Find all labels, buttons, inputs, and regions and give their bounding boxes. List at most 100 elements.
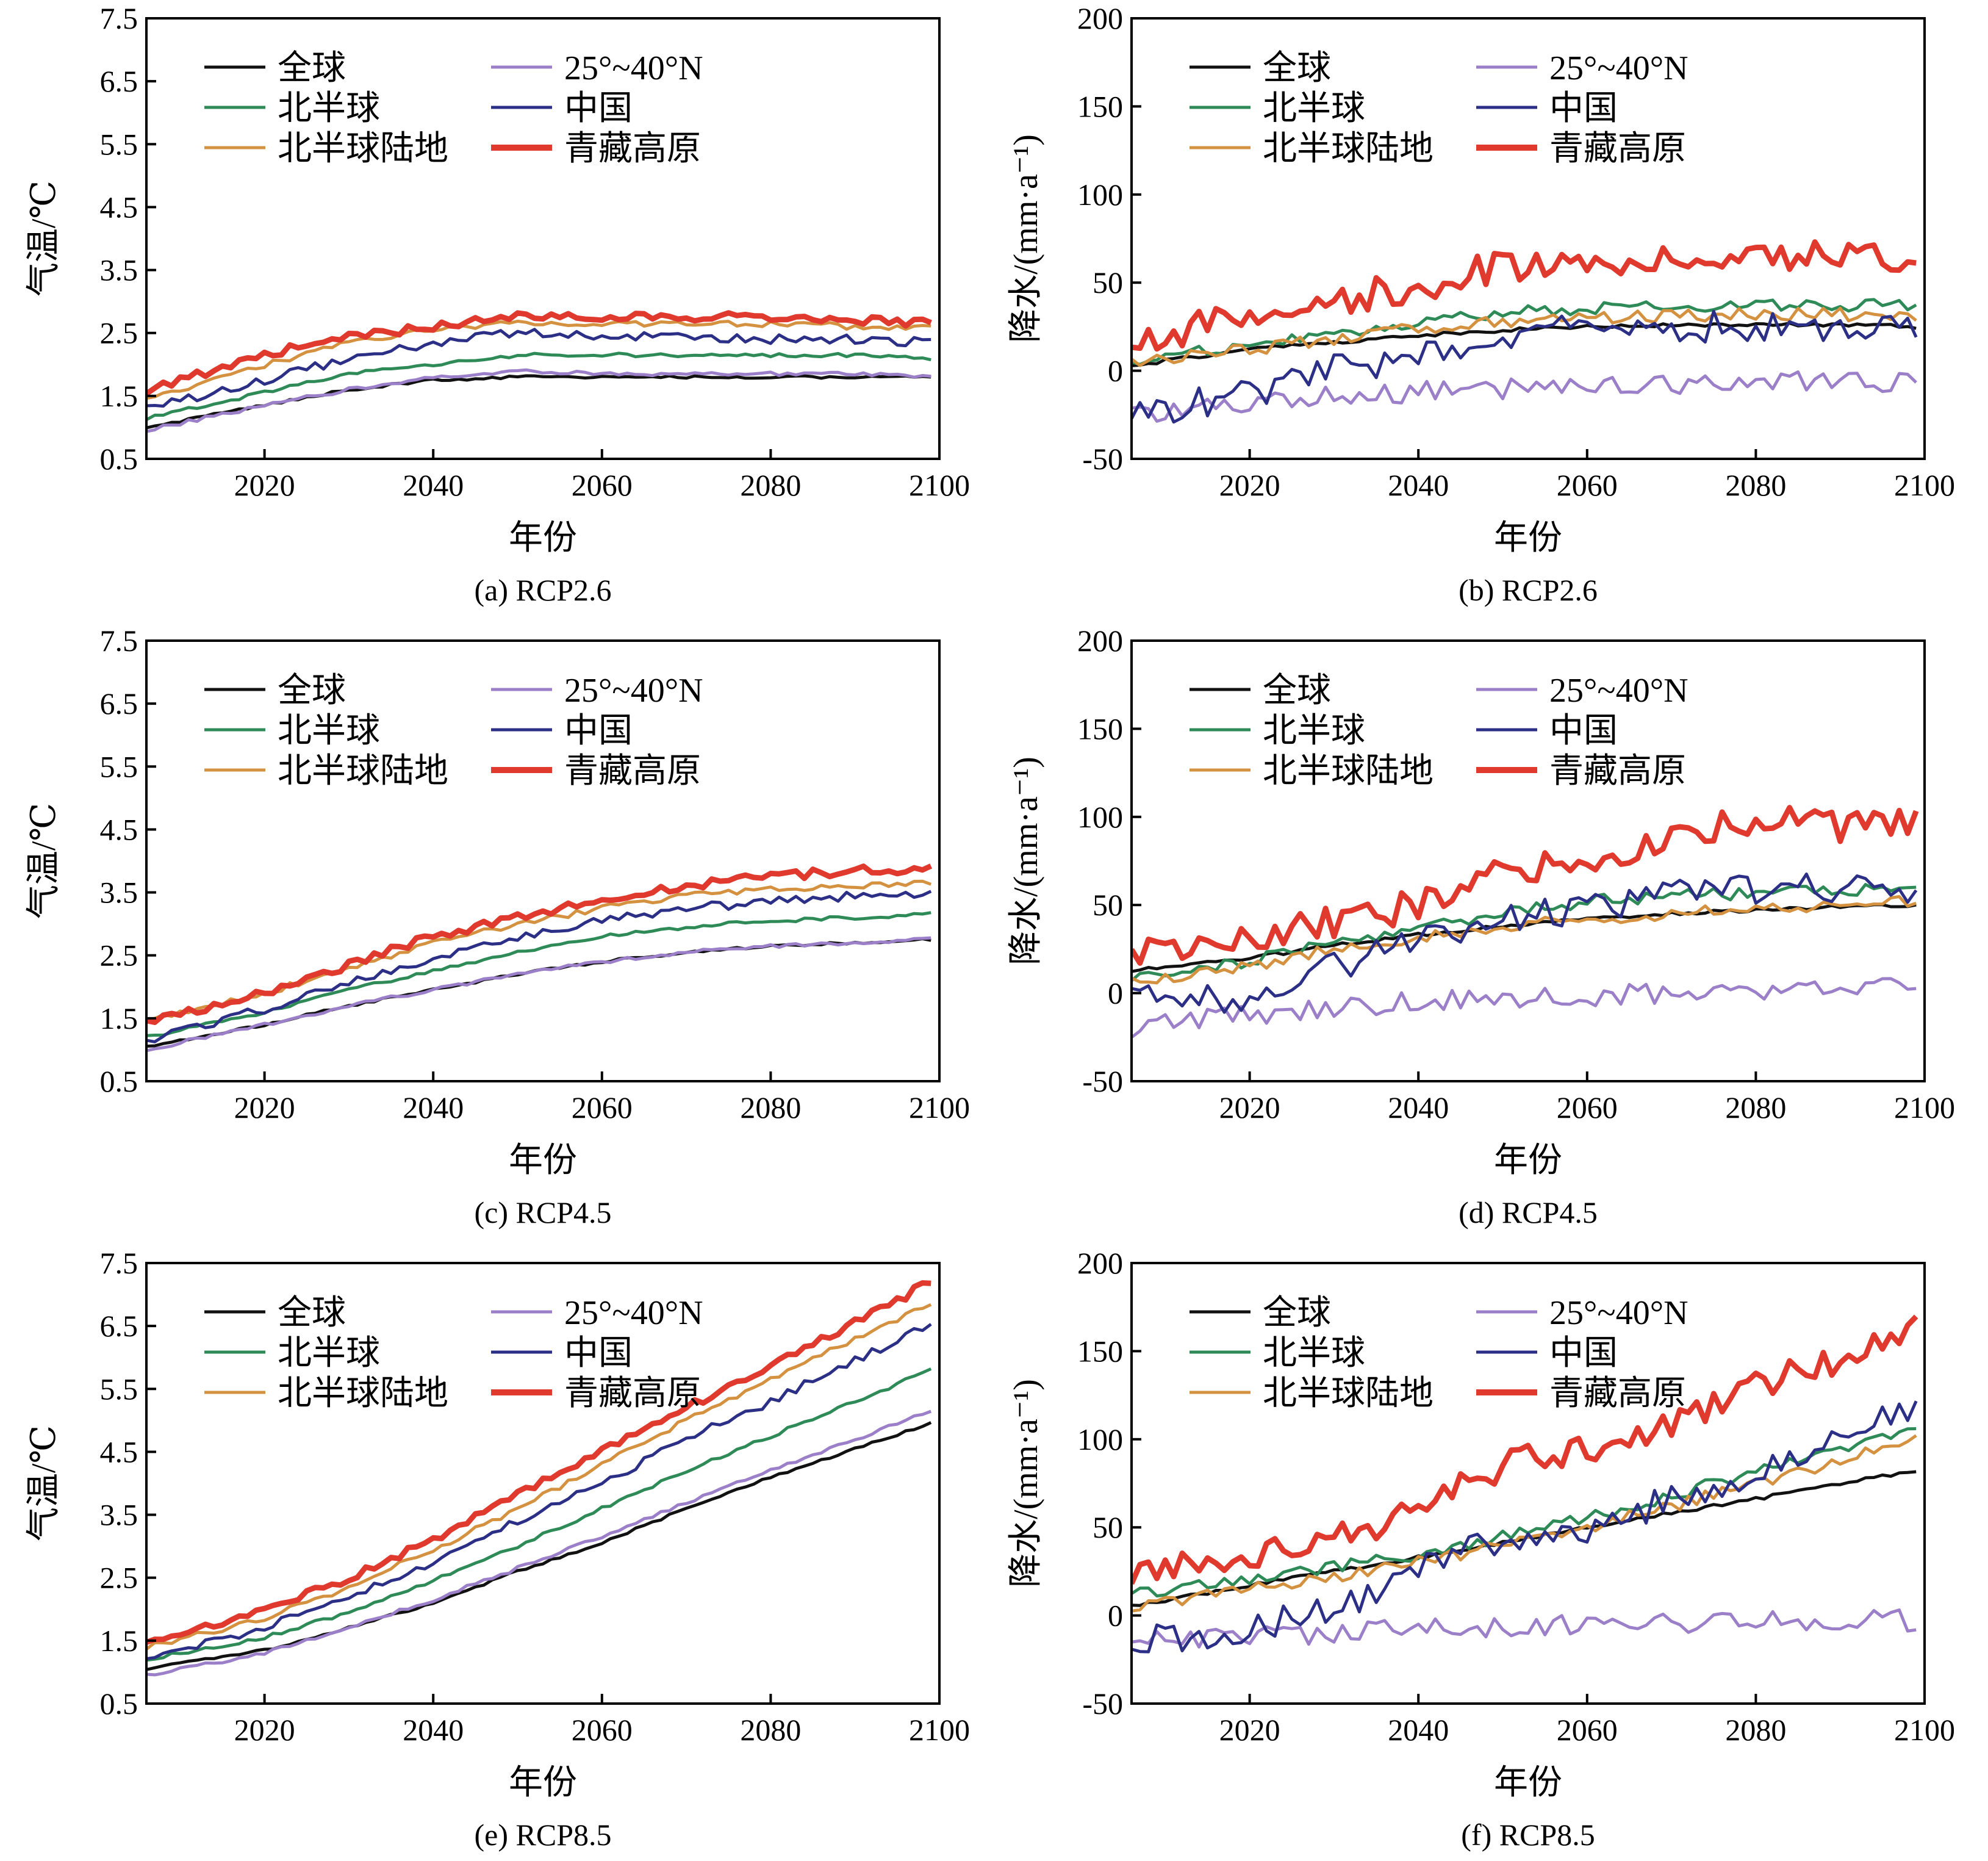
y-axis-title: 降水/(mm·a⁻¹) bbox=[1007, 1379, 1045, 1588]
x-axis-title: 年份 bbox=[1494, 1764, 1562, 1802]
panel-d: 2020 2040 2060 2080 2100 -50 0 50 100 150 200 年份 降水/… bbox=[1007, 624, 1955, 1229]
x-tick-label: 2040 bbox=[403, 1090, 464, 1125]
plot-frame bbox=[1130, 639, 1926, 1082]
x-tick-label: 2020 bbox=[234, 1713, 295, 1747]
y-tick-label: 7.5 bbox=[100, 1, 138, 35]
series-line-china bbox=[1132, 873, 1918, 1014]
x-tick-label: 2060 bbox=[1557, 1090, 1618, 1125]
legend-label-tibet: 青藏高原 bbox=[1549, 1375, 1686, 1413]
x-tick-label: 2100 bbox=[909, 1090, 970, 1125]
y-tick-label: 4.5 bbox=[100, 812, 138, 846]
panel-caption: (b) RCP2.6 bbox=[1459, 573, 1598, 607]
y-axis-title: 气温/℃ bbox=[25, 1425, 63, 1541]
series-line-tibet bbox=[146, 1280, 931, 1645]
x-tick-label: 2020 bbox=[1219, 1713, 1280, 1747]
y-tick-label: 2.5 bbox=[100, 938, 138, 973]
x-axis-title: 年份 bbox=[509, 519, 577, 557]
series-line-nh-land bbox=[1132, 1434, 1917, 1613]
series-line-nh-land bbox=[1132, 895, 1917, 985]
x-tick-label: 2040 bbox=[1388, 1713, 1449, 1747]
legend-label-global: 全球 bbox=[278, 49, 346, 87]
x-tick-label: 2060 bbox=[572, 1713, 633, 1747]
panel-caption: (d) RCP4.5 bbox=[1459, 1195, 1598, 1229]
legend-label-nh-land: 北半球陆地 bbox=[1263, 752, 1434, 790]
panel-caption: (e) RCP8.5 bbox=[475, 1818, 612, 1852]
y-tick-label: 2.5 bbox=[100, 1561, 138, 1595]
panel-b: 2020 2040 2060 2080 2100 -50 0 50 100 150 200 年份 降水/… bbox=[1007, 1, 1955, 607]
x-tick-label: 2080 bbox=[1725, 1090, 1786, 1125]
y-axis-title: 降水/(mm·a⁻¹) bbox=[1007, 757, 1045, 965]
series-line-nh-land bbox=[146, 879, 932, 1023]
series-group bbox=[146, 1280, 932, 1677]
y-tick-label: 5.5 bbox=[100, 127, 138, 161]
y-tick-label: 2.5 bbox=[100, 316, 138, 350]
series-group bbox=[146, 310, 932, 433]
legend-label-nh: 北半球 bbox=[1263, 1334, 1365, 1372]
legend-label-nh: 北半球 bbox=[278, 90, 380, 128]
y-tick-label: 6.5 bbox=[100, 1309, 138, 1343]
legend-label-nh-land: 北半球陆地 bbox=[1263, 1375, 1434, 1413]
series-group bbox=[1132, 1314, 1918, 1654]
y-tick-label: 200 bbox=[1077, 1, 1123, 35]
legend-label-tibet: 青藏高原 bbox=[564, 130, 701, 168]
legend-label-tibet: 青藏高原 bbox=[1549, 130, 1686, 168]
legend-label-china: 中国 bbox=[564, 1334, 633, 1372]
legend-label-china: 中国 bbox=[1549, 90, 1618, 128]
y-tick-label: -50 bbox=[1082, 1686, 1123, 1721]
series-line-nh-land bbox=[146, 1303, 932, 1650]
y-tick-label: 1.5 bbox=[100, 1624, 138, 1658]
x-axis-title: 年份 bbox=[1494, 519, 1562, 557]
x-tick-label: 2100 bbox=[1894, 1713, 1955, 1747]
legend-label-nh-land: 北半球陆地 bbox=[278, 130, 448, 168]
series-line-global bbox=[1132, 322, 1917, 367]
series-group bbox=[146, 863, 933, 1053]
x-tick-label: 2040 bbox=[1388, 468, 1449, 502]
legend-label-tibet: 青藏高原 bbox=[564, 1375, 701, 1413]
legend-label-global: 全球 bbox=[1263, 1294, 1331, 1332]
y-tick-label: 150 bbox=[1077, 89, 1123, 123]
y-tick-label: 0 bbox=[1108, 1599, 1123, 1633]
x-tick-label: 2100 bbox=[1894, 1090, 1955, 1125]
panel-f: 2020 2040 2060 2080 2100 -50 0 50 100 150 200 年份 降水/… bbox=[1007, 1246, 1955, 1852]
legend-label-global: 全球 bbox=[278, 672, 346, 710]
x-tick-label: 2060 bbox=[1557, 1713, 1618, 1747]
x-tick-label: 2020 bbox=[234, 1090, 295, 1125]
plot-frame bbox=[145, 17, 941, 460]
x-axis-title: 年份 bbox=[1494, 1142, 1562, 1179]
x-tick-label: 2100 bbox=[1894, 468, 1955, 502]
plot-frame bbox=[145, 1262, 941, 1705]
series-line-nh-land bbox=[1132, 306, 1917, 367]
series-line-china bbox=[146, 328, 931, 408]
x-tick-label: 2080 bbox=[740, 1713, 801, 1747]
y-tick-label: 1.5 bbox=[100, 1001, 138, 1035]
x-tick-label: 2060 bbox=[1557, 468, 1618, 502]
y-tick-label: 200 bbox=[1077, 1246, 1123, 1280]
x-tick-label: 2040 bbox=[403, 468, 464, 502]
series-line-lat-25-40 bbox=[146, 368, 931, 433]
panel-a: 2020 2040 2060 2080 2100 0.5 1.5 2.5 3.5 4.5 5.5 6.… bbox=[25, 1, 970, 607]
panel-caption: (f) RCP8.5 bbox=[1461, 1818, 1595, 1852]
legend-label-global: 全球 bbox=[1263, 672, 1331, 710]
x-tick-label: 2080 bbox=[1725, 468, 1786, 502]
legend-label-china: 中国 bbox=[1549, 712, 1618, 750]
y-tick-label: 3.5 bbox=[100, 1498, 138, 1532]
y-tick-label: 150 bbox=[1077, 711, 1123, 746]
y-tick-label: 7.5 bbox=[100, 1246, 138, 1280]
y-tick-label: 50 bbox=[1093, 265, 1123, 300]
x-tick-label: 2080 bbox=[740, 1090, 801, 1125]
legend-label-nh: 北半球 bbox=[1263, 90, 1365, 128]
x-tick-label: 2100 bbox=[909, 1713, 970, 1747]
x-tick-label: 2020 bbox=[1219, 1090, 1280, 1125]
x-tick-label: 2020 bbox=[1219, 468, 1280, 502]
legend-label-china: 中国 bbox=[564, 90, 633, 128]
series-line-nh bbox=[1132, 298, 1917, 366]
y-tick-label: 0.5 bbox=[100, 442, 138, 476]
series-line-china bbox=[146, 1323, 932, 1660]
x-tick-label: 2040 bbox=[1388, 1090, 1449, 1125]
x-tick-label: 2060 bbox=[572, 468, 633, 502]
y-tick-label: 7.5 bbox=[100, 624, 138, 658]
